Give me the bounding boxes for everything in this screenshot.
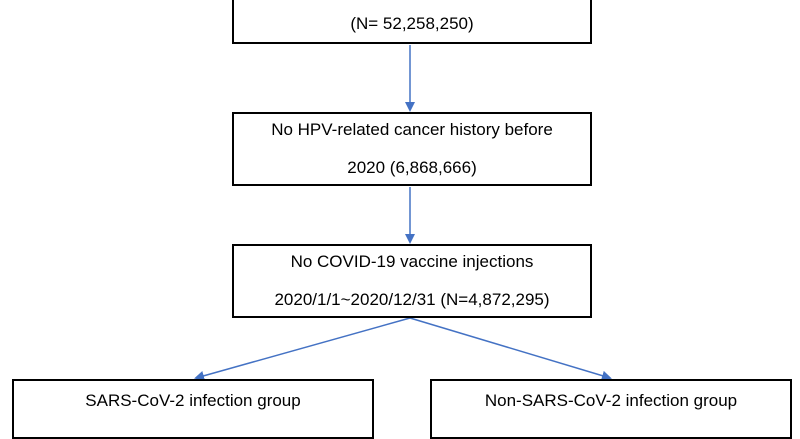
connector-layer: [194, 45, 612, 381]
infection-group-box: SARS-CoV-2 infection group: [12, 379, 374, 439]
vaccine-box-line1: No COVID-19 vaccine injections: [290, 252, 534, 271]
infection-group-label: SARS-CoV-2 infection group: [85, 391, 301, 410]
top-box-line2: (N= 52,258,250): [350, 14, 474, 33]
vaccine-box-line2: 2020/1/1~2020/12/31 (N=4,872,295): [274, 290, 550, 309]
non-infection-group-box: Non-SARS-CoV-2 infection group: [430, 379, 792, 439]
vaccine-box: No COVID-19 vaccine injections 2020/1/1~…: [232, 244, 592, 318]
hpv-box-line2: 2020 (6,868,666): [347, 158, 477, 177]
flow-diagram: (N= 52,258,250) No HPV-related cancer hi…: [12, 0, 792, 439]
hpv-history-box: No HPV-related cancer history before 202…: [232, 112, 592, 186]
top-population-box: (N= 52,258,250): [232, 0, 592, 44]
non-infection-group-label: Non-SARS-CoV-2 infection group: [484, 391, 738, 410]
arrow-box3-to-right: [409, 317, 612, 381]
arrow-box3-to-left: [194, 317, 411, 381]
hpv-box-line1: No HPV-related cancer history before: [271, 120, 553, 139]
